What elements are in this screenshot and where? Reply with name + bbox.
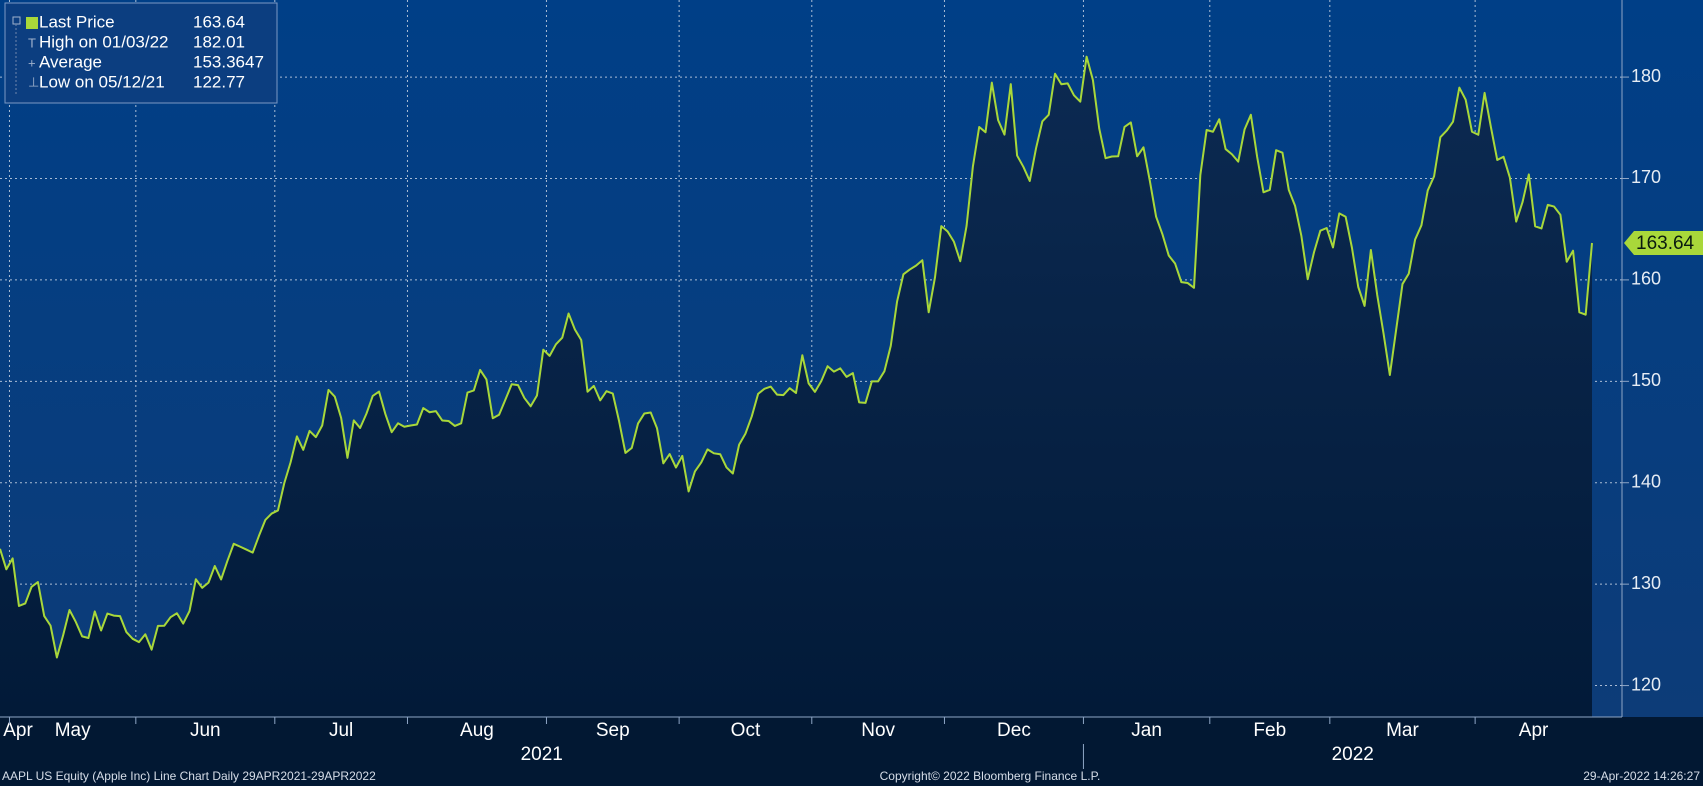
legend-label: High on 01/03/22 [39, 32, 169, 51]
x-tick-label: Oct [731, 720, 761, 741]
y-tick-label: 140 [1631, 471, 1661, 491]
footer-center: Copyright© 2022 Bloomberg Finance L.P. [880, 769, 1101, 783]
y-tick-label: 150 [1631, 370, 1661, 390]
y-tick-label: 180 [1631, 66, 1661, 86]
legend-swatch [26, 17, 38, 29]
y-tick-label: 130 [1631, 573, 1661, 593]
x-tick-label: Jan [1131, 720, 1162, 741]
area [0, 56, 1592, 717]
x-tick-label: Apr [1519, 720, 1549, 741]
x-tick-label: Jul [329, 720, 353, 741]
x-tick-label: Dec [997, 720, 1031, 741]
legend: T + ⊥ Last Price 163.64 High on 01/03/22… [4, 2, 278, 104]
year-label: 2021 [521, 744, 563, 765]
legend-value: 163.64 [193, 12, 245, 31]
last-price-label: 163.64 [1636, 233, 1695, 254]
data [0, 55, 1593, 717]
x-tick-label: Sep [596, 720, 630, 741]
year-label: 2022 [1332, 744, 1374, 765]
axis-background [0, 717, 1703, 786]
axes: 120 130 140 150 160 170 180 Apr May Jun Jul Aug Sep O… [3, 66, 1703, 769]
legend-icon: T [28, 35, 36, 50]
x-tick-label: Mar [1386, 720, 1419, 741]
legend-value: 153.3647 [193, 52, 264, 71]
legend-value: 182.01 [193, 32, 245, 51]
x-tick-label: May [55, 720, 91, 741]
x-tick-label: Aug [460, 720, 494, 741]
legend-icon: + [28, 55, 36, 70]
x-tick-label: Feb [1253, 720, 1286, 741]
legend-value: 122.77 [193, 72, 245, 91]
legend-label: Low on 05/12/21 [39, 72, 165, 91]
y-tick-label: 160 [1631, 269, 1661, 289]
footer-right: 29-Apr-2022 14:26:27 [1583, 769, 1700, 783]
legend-label: Average [39, 52, 102, 71]
price-line [0, 55, 1593, 659]
x-tick-label: Apr [3, 720, 33, 741]
legend-label: Last Price [39, 12, 115, 31]
legend-box [4, 2, 278, 104]
last-price-tag [1624, 230, 1703, 255]
y-tick-label: 170 [1631, 167, 1661, 187]
x-tick-label: Jun [190, 720, 221, 741]
y-tick-label: 120 [1631, 674, 1661, 694]
legend-icon: ⊥ [28, 74, 39, 89]
x-tick-label: Nov [861, 720, 895, 741]
footer-left: AAPL US Equity (Apple Inc) Line Chart Da… [2, 769, 376, 783]
